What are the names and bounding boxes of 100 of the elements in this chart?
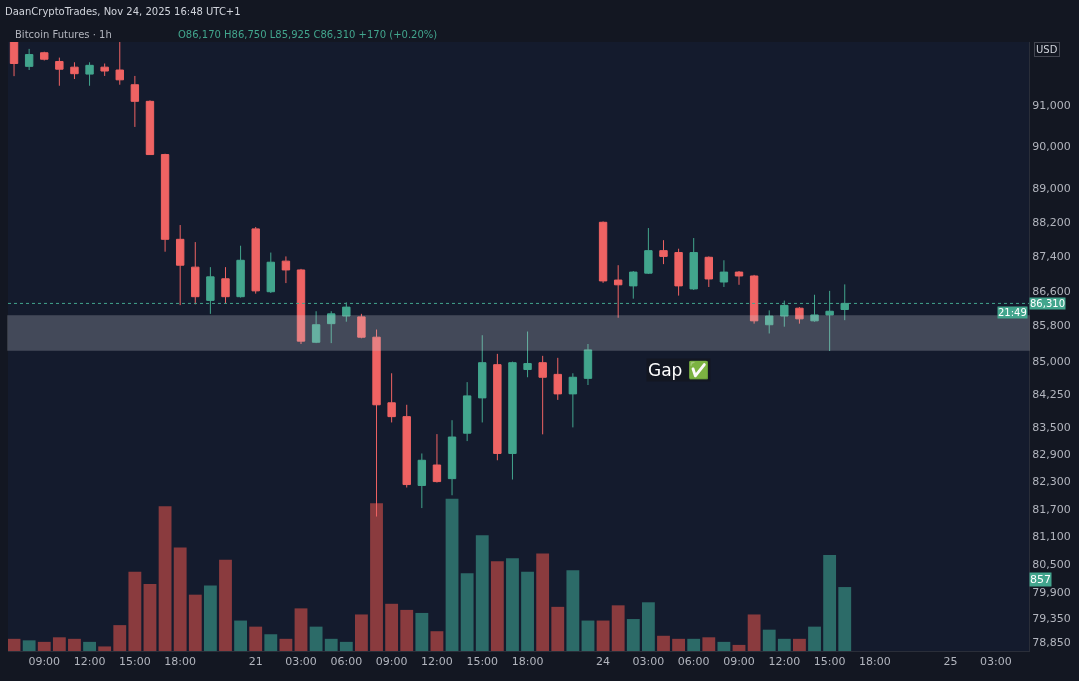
- x-tick-label: 15:00: [466, 655, 499, 669]
- bar: [566, 570, 580, 651]
- candlestick: [689, 237, 698, 291]
- x-tick-label: 12:00: [768, 655, 801, 669]
- y-tick-label: 81,100: [1032, 530, 1071, 544]
- y-tick-label: 89,000: [1032, 182, 1071, 196]
- y-tick-label: 84,250: [1032, 387, 1071, 401]
- bar: [143, 584, 157, 651]
- bar: [264, 634, 278, 651]
- candlestick: [432, 433, 442, 483]
- candlestick: [296, 268, 306, 345]
- bar: [370, 503, 383, 651]
- x-tick-label: 24: [596, 655, 611, 669]
- y-tick-label: 81,700: [1032, 502, 1071, 516]
- bar: [460, 573, 474, 651]
- bar: [762, 629, 776, 651]
- bar: [22, 640, 36, 651]
- bar: [37, 641, 51, 651]
- candlestick: [402, 404, 411, 489]
- candlestick: [40, 51, 49, 61]
- candlestick: [478, 334, 487, 423]
- bar: [626, 619, 640, 651]
- chart-subtitle: O86,170 H86,750 L85,925 C86,310 +170 (+0.20%): [178, 29, 438, 40]
- candlestick: [70, 61, 79, 80]
- candlestick: [100, 63, 109, 77]
- x-tick-label: 12:00: [421, 655, 453, 669]
- candlestick: [145, 99, 155, 156]
- bar: [83, 641, 96, 651]
- candlestick: [629, 270, 638, 300]
- x-tick-label: 03:00: [285, 655, 317, 669]
- candlestick: [734, 270, 744, 286]
- x-tick-label: 06:00: [330, 655, 363, 669]
- x-tick-label: 09:00: [375, 655, 408, 669]
- candlestick: [55, 57, 64, 87]
- x-tick-label: 25: [943, 655, 958, 669]
- y-tick-label: 82,900: [1032, 448, 1071, 462]
- x-tick-label: 03:00: [979, 655, 1012, 669]
- candlestick: [85, 61, 94, 87]
- text: 857: [1030, 573, 1051, 586]
- candlestick: [553, 357, 562, 401]
- bar: [445, 498, 459, 651]
- bar: [611, 605, 625, 651]
- bar: [203, 585, 217, 651]
- x-tick-label: 03:00: [632, 655, 665, 669]
- bar: [385, 603, 399, 651]
- bar: [128, 571, 142, 651]
- candlestick: [175, 224, 185, 306]
- bar: [672, 638, 686, 651]
- bar: [430, 631, 444, 651]
- y-tick-label: 87,400: [1032, 250, 1071, 264]
- y-tick-label: 85,800: [1032, 319, 1071, 333]
- bar: [596, 620, 610, 651]
- candlestick: [493, 353, 502, 461]
- bar: [8, 638, 21, 651]
- candlestick: [598, 220, 608, 284]
- candlestick: [191, 241, 200, 305]
- candlestick: [447, 419, 457, 496]
- y-tick-label: 78,850: [1032, 635, 1071, 649]
- bar: [490, 561, 504, 651]
- x-tick-label: 18:00: [164, 655, 197, 669]
- bar: [219, 559, 232, 651]
- ref-line-label: 86,310: [1030, 298, 1065, 309]
- candlestick: [357, 313, 366, 339]
- candlestick: [251, 226, 260, 295]
- y-tick-label: 80,500: [1032, 558, 1071, 572]
- bar: [687, 638, 701, 651]
- x-tick-label: 18:00: [859, 655, 891, 669]
- annotation: 21:49: [998, 307, 1027, 318]
- bar: [793, 638, 806, 651]
- y-tick-label: 86,600: [1032, 284, 1071, 298]
- y-tick-label: 79,350: [1032, 612, 1071, 626]
- bar: [641, 602, 655, 651]
- chart-title: Bitcoin Futures · 1h: [15, 29, 112, 40]
- bar: [279, 638, 293, 651]
- bar: [823, 555, 837, 651]
- bar: [355, 614, 368, 651]
- candlestick: [130, 75, 140, 128]
- candlestick: [387, 372, 396, 423]
- bar: [808, 626, 821, 651]
- x-tick-label: 21: [248, 655, 263, 669]
- bar: [536, 553, 550, 651]
- bar: [52, 637, 66, 651]
- candlestick: [704, 255, 714, 288]
- band-label: Gap ✅: [648, 360, 709, 380]
- bar: [475, 535, 489, 651]
- candlestick: [749, 274, 759, 325]
- candlestick: [160, 153, 170, 253]
- bar: [339, 641, 353, 651]
- bar: [777, 638, 791, 651]
- candlestick: [523, 331, 532, 378]
- candlestick: [765, 309, 774, 334]
- x-tick-label: 18:00: [511, 655, 544, 669]
- candlestick: [236, 245, 245, 299]
- candlestick: [568, 372, 578, 428]
- bar: [732, 644, 746, 651]
- y-tick-label: 90,000: [1032, 140, 1071, 154]
- bar: [324, 638, 338, 651]
- bar: [506, 558, 519, 651]
- x-tick-label: 12:00: [73, 655, 106, 669]
- bar: [173, 547, 187, 651]
